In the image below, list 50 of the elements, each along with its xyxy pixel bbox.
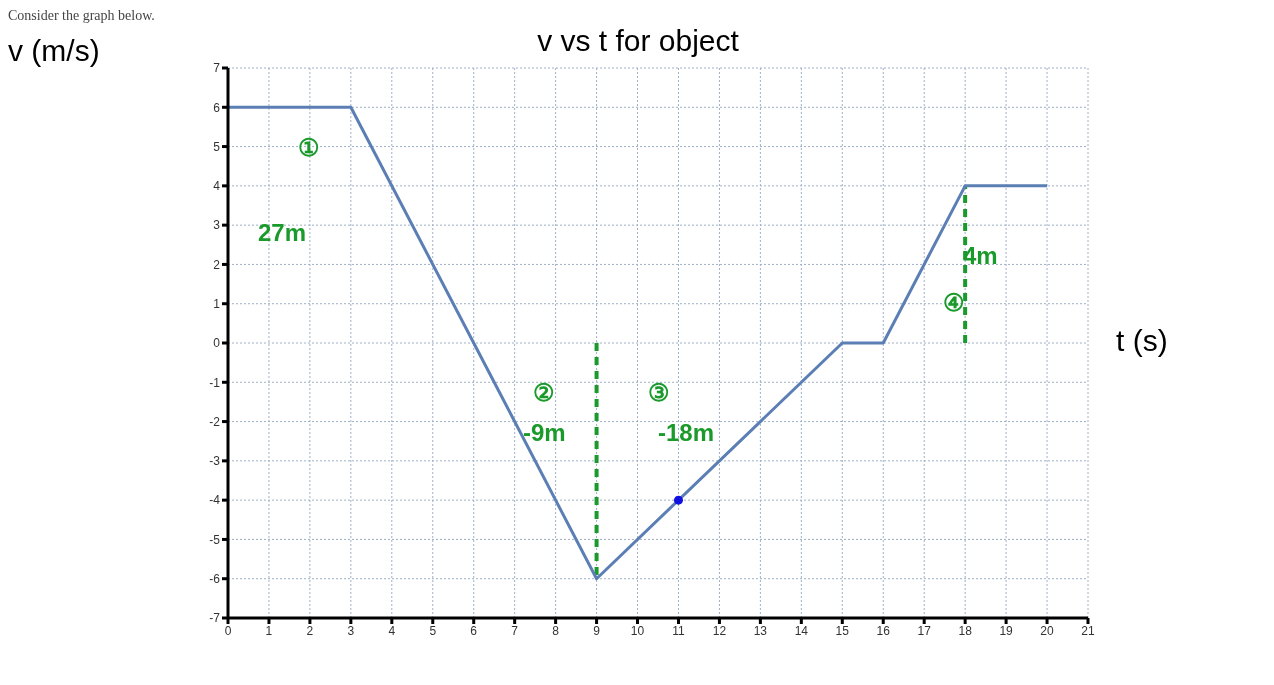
x-tick-label: 20 [1040, 623, 1055, 638]
line-series [228, 105, 1049, 581]
y-tick-label: 1 [213, 296, 221, 311]
annotation: 27m [258, 219, 307, 247]
x-tick-label: 1 [265, 623, 273, 638]
x-tick-label: 0 [224, 623, 232, 638]
text: Consider the graph below. [8, 8, 156, 24]
x-tick-label: 5 [429, 623, 437, 638]
x-tick-label: 12 [712, 623, 727, 638]
x-tick-label: 16 [876, 623, 891, 638]
y-tick-label: 5 [213, 139, 221, 154]
annotation: ① [298, 134, 320, 162]
x-tick-label: 19 [999, 623, 1014, 638]
x-tick-label: 10 [630, 623, 645, 638]
x-tick-label: 11 [672, 623, 686, 638]
x-tick-label: 15 [835, 623, 850, 638]
y-tick-label: 2 [213, 257, 221, 272]
y-tick-label: 4 [213, 179, 221, 194]
x-tick-label: 17 [917, 623, 932, 638]
y-tick-label: -1 [209, 375, 221, 390]
y-tick-label: -7 [209, 611, 221, 626]
y-tick-label: -4 [209, 493, 221, 508]
x-tick-label: 6 [470, 623, 478, 638]
x-tick-label: 13 [753, 623, 768, 638]
x-tick-label: 7 [511, 623, 519, 638]
y-tick-label: 0 [213, 336, 221, 351]
x-axis-title: t (s) [1116, 324, 1168, 359]
x-tick-label: 3 [347, 623, 355, 638]
annotation: 4m [963, 242, 998, 270]
x-tick-label: 21 [1081, 623, 1095, 638]
x-tick-label: 9 [593, 623, 601, 638]
y-axis-title: v (m/s) [8, 34, 101, 69]
y-tick-label: 3 [213, 218, 221, 233]
annotation: -9m [523, 419, 566, 447]
annotation: ③ [648, 379, 670, 407]
x-tick-label: 4 [388, 623, 396, 638]
y-tick-label: -3 [209, 454, 221, 469]
annotation: ② [533, 379, 555, 407]
x-tick-label: 2 [306, 623, 314, 638]
x-tick-label: 14 [794, 623, 809, 638]
annotation: ④ [943, 289, 965, 317]
y-tick-label: -2 [209, 414, 221, 429]
y-tick-label: -6 [209, 571, 221, 586]
y-tick-label: -5 [209, 532, 221, 547]
x-tick-label: 18 [958, 623, 973, 638]
chart-title: v vs t for object [536, 24, 740, 58]
x-tick-label: 8 [552, 623, 560, 638]
y-tick-label: 6 [213, 100, 221, 115]
annotation: -18m [658, 419, 715, 447]
y-tick-label: 7 [213, 61, 221, 76]
